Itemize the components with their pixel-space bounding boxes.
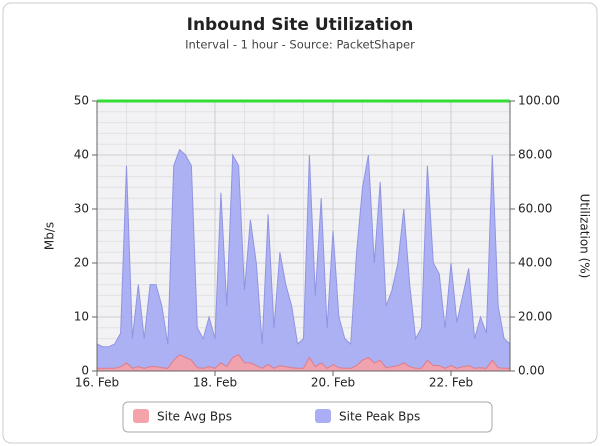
y-tick-label: 50	[74, 94, 89, 108]
y2-axis-label: Utilization (%)	[578, 194, 592, 279]
y2-tick-label: 20.00	[518, 310, 552, 324]
chart-subtitle: Interval - 1 hour - Source: PacketShaper	[185, 38, 415, 52]
x-tick-label: 22. Feb	[429, 376, 473, 390]
x-tick-label: 18. Feb	[193, 376, 237, 390]
y-tick-label: 0	[81, 364, 89, 378]
y2-tick-label: 0.00	[518, 364, 545, 378]
legend-swatch	[133, 409, 149, 423]
legend-box	[122, 401, 493, 433]
legend-label: Site Avg Bps	[157, 410, 232, 424]
y2-tick-label: 40.00	[518, 256, 552, 270]
legend-swatch	[315, 409, 331, 423]
y-axis-label: Mb/s	[43, 222, 57, 250]
y2-tick-label: 100.00	[518, 94, 560, 108]
area	[96, 148, 511, 372]
y-tick-label: 40	[74, 148, 89, 162]
legend-label: Site Peak Bps	[339, 410, 420, 424]
chart-title: Inbound Site Utilization	[187, 15, 414, 35]
area	[96, 354, 511, 372]
x-tick-label: 20. Feb	[311, 376, 355, 390]
x-tick-label: 16. Feb	[75, 376, 119, 390]
y-tick-label: 20	[74, 256, 89, 270]
y-tick-label: 30	[74, 202, 89, 216]
y-tick-label: 10	[74, 310, 89, 324]
y2-tick-label: 80.00	[518, 148, 552, 162]
y2-tick-label: 60.00	[518, 202, 552, 216]
